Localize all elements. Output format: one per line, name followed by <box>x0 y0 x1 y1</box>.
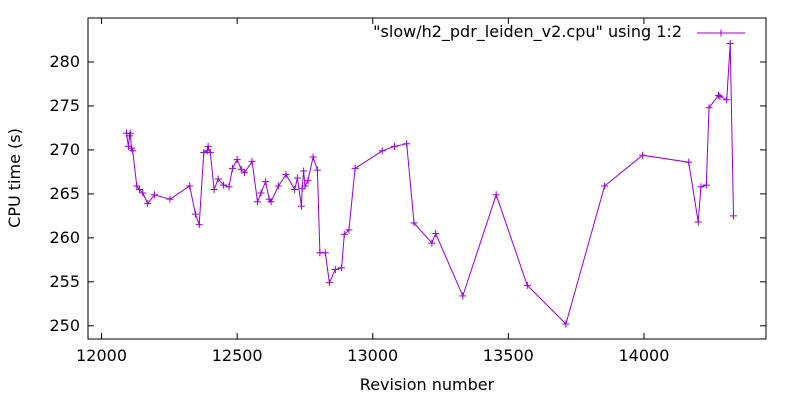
data-point <box>291 185 299 193</box>
data-point <box>282 171 290 179</box>
data-point <box>492 191 500 199</box>
data-point <box>304 177 312 185</box>
y-tick-label: 280 <box>49 52 80 71</box>
data-point <box>325 279 333 287</box>
y-tick-label: 265 <box>49 184 80 203</box>
data-point <box>723 96 731 104</box>
data-point <box>331 266 339 274</box>
legend-marker <box>717 29 725 37</box>
data-point <box>166 195 174 203</box>
y-axis-ticks: 250 255 260 265 270 275 280 <box>49 52 766 335</box>
data-point <box>206 149 214 157</box>
data-point <box>297 202 305 210</box>
data-point <box>274 182 282 190</box>
data-point <box>203 147 211 155</box>
data-point <box>345 226 353 234</box>
data-point <box>562 320 570 328</box>
data-point <box>139 189 147 197</box>
x-axis-label: Revision number <box>360 375 495 394</box>
x-tick-label: 12000 <box>76 346 127 365</box>
data-point <box>639 151 647 159</box>
data-point <box>410 219 418 227</box>
data-point <box>191 210 199 218</box>
y-tick-label: 260 <box>49 228 80 247</box>
data-point <box>403 140 411 148</box>
data-point <box>726 40 734 48</box>
data-point <box>240 169 248 177</box>
data-point <box>523 281 531 289</box>
data-point <box>321 249 329 257</box>
x-tick-label: 13000 <box>347 346 398 365</box>
data-point <box>702 181 710 189</box>
data-point <box>133 182 141 190</box>
data-point <box>267 198 275 206</box>
data-point <box>186 182 194 190</box>
data-point <box>233 156 241 164</box>
data-point <box>293 174 301 182</box>
data-point <box>309 153 317 161</box>
data-point <box>257 189 265 197</box>
data-point <box>432 229 440 237</box>
data-point <box>248 157 256 165</box>
data-point <box>214 175 222 183</box>
x-tick-label: 14000 <box>619 346 670 365</box>
data-point <box>144 200 152 208</box>
data-point <box>150 191 158 199</box>
data-point <box>313 166 321 174</box>
data-point <box>204 142 212 150</box>
data-point <box>200 149 208 157</box>
data-point <box>338 264 346 272</box>
data-point <box>428 239 436 247</box>
data-point <box>459 292 467 300</box>
data-point <box>715 91 723 99</box>
data-point <box>716 92 724 100</box>
data-point <box>229 164 237 172</box>
data-point <box>220 181 228 189</box>
data-point <box>705 104 713 112</box>
data-point <box>378 147 386 155</box>
data-point <box>697 183 705 191</box>
data-point <box>729 212 737 220</box>
data-point <box>126 129 134 137</box>
data-point <box>300 167 308 175</box>
data-point <box>225 183 233 191</box>
data-point <box>210 185 218 193</box>
y-tick-label: 270 <box>49 140 80 159</box>
y-axis-label: CPU time (s) <box>5 128 24 228</box>
y-tick-label: 250 <box>49 316 80 335</box>
data-point <box>195 221 203 229</box>
x-axis-ticks: 12000 12500 13000 13500 14000 <box>76 18 669 365</box>
x-tick-label: 13500 <box>483 346 534 365</box>
legend-label: "slow/h2_pdr_leiden_v2.cpu" using 1:2 <box>373 22 682 42</box>
data-point <box>136 185 144 193</box>
series-layer <box>123 40 737 328</box>
x-tick-label: 12500 <box>212 346 263 365</box>
data-point <box>340 230 348 238</box>
plot-area <box>87 17 767 340</box>
data-point <box>694 218 702 226</box>
data-point <box>237 165 245 173</box>
legend: "slow/h2_pdr_leiden_v2.cpu" using 1:2 <box>373 22 745 42</box>
data-point <box>685 158 693 166</box>
data-point <box>601 182 609 190</box>
data-point <box>351 164 359 172</box>
y-tick-label: 275 <box>49 96 80 115</box>
data-point <box>124 142 132 150</box>
data-point <box>254 198 261 206</box>
series-line <box>126 43 734 325</box>
data-point <box>390 142 398 150</box>
data-point <box>262 178 270 186</box>
y-tick-label: 255 <box>49 272 80 291</box>
data-point <box>129 147 137 155</box>
plot-border <box>87 17 767 340</box>
data-point <box>301 182 309 190</box>
